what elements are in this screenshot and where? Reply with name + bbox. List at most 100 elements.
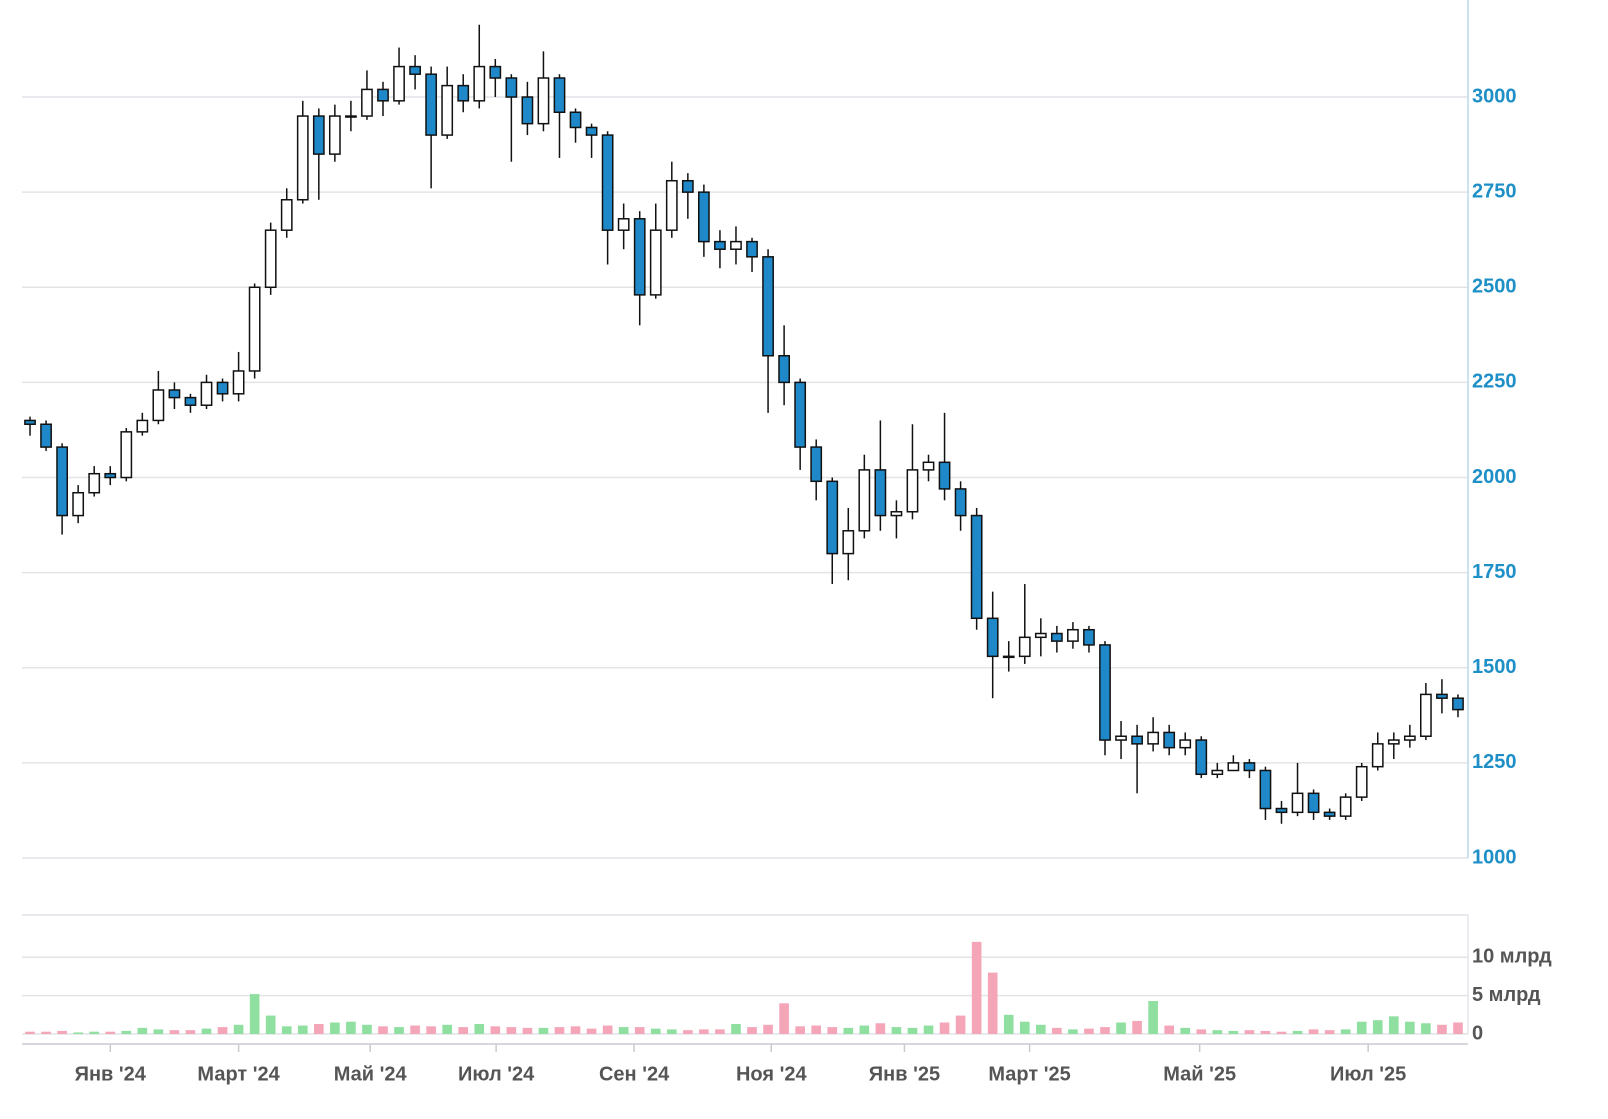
- volume-bar: [1437, 1024, 1447, 1034]
- volume-bar: [1276, 1031, 1287, 1034]
- volume-bar: [474, 1024, 485, 1034]
- volume-bar: [330, 1022, 340, 1034]
- candle-body: [1259, 769, 1272, 810]
- candle-body: [1339, 796, 1352, 817]
- volume-bar: [1100, 1027, 1110, 1034]
- candle-body: [890, 511, 903, 517]
- volume-bar: [795, 1026, 805, 1034]
- volume-bar: [458, 1027, 469, 1034]
- candle-body: [1403, 735, 1416, 741]
- volume-bar: [1164, 1025, 1174, 1034]
- volume-bar: [410, 1025, 420, 1034]
- volume-bar: [859, 1025, 870, 1034]
- candle-body: [906, 469, 919, 513]
- volume-bar: [249, 994, 260, 1034]
- candle-body: [698, 191, 710, 243]
- candle-body: [1195, 739, 1208, 776]
- x-tick-label: Июл '25: [1330, 1063, 1406, 1085]
- x-tick-label: Март '25: [988, 1063, 1070, 1085]
- volume-bar: [506, 1027, 517, 1034]
- candle-body: [40, 423, 52, 448]
- x-tick-label: Июл '24: [458, 1063, 535, 1085]
- candle-body: [665, 179, 678, 231]
- candle-body: [473, 65, 486, 102]
- candle-body: [858, 469, 871, 532]
- volume-bar: [699, 1029, 709, 1034]
- volume-bar: [1068, 1029, 1078, 1034]
- volume-bar: [57, 1030, 67, 1034]
- candle-body: [521, 96, 534, 125]
- candle-body: [778, 355, 790, 384]
- volume-bar: [217, 1027, 228, 1034]
- candle-body: [1227, 762, 1240, 772]
- volume-bar: [1019, 1021, 1030, 1034]
- volume-bar: [843, 1027, 854, 1034]
- volume-bar: [281, 1026, 292, 1034]
- volume-bar: [1196, 1029, 1207, 1034]
- volume-bar: [394, 1027, 404, 1034]
- candle-body: [1002, 655, 1015, 659]
- candle-body: [874, 469, 887, 517]
- volume-bar: [779, 1003, 789, 1034]
- candle-body: [264, 229, 277, 289]
- candle-body: [56, 446, 68, 517]
- candle-body: [393, 65, 405, 102]
- candle-body: [1050, 632, 1063, 642]
- volume-bar: [490, 1026, 501, 1034]
- candle-body: [1018, 636, 1031, 658]
- volume-bar: [618, 1027, 629, 1034]
- volume-bar: [1324, 1030, 1335, 1034]
- candle-body: [569, 111, 582, 129]
- candle-body: [1452, 697, 1464, 711]
- candle-body: [136, 419, 149, 433]
- candle-body: [152, 389, 165, 422]
- candle-body: [746, 240, 758, 258]
- volume-bar: [955, 1015, 966, 1034]
- candle-body: [168, 389, 181, 399]
- volume-bar: [362, 1024, 372, 1034]
- volume-bar: [1292, 1030, 1303, 1034]
- candle-body: [1436, 693, 1448, 699]
- candle-body: [1323, 811, 1336, 817]
- candle-body: [1371, 743, 1384, 768]
- volume-bar: [153, 1029, 164, 1034]
- volume-bar: [426, 1026, 436, 1034]
- y-tick-label: 3000: [1472, 85, 1517, 107]
- volume-bar: [763, 1024, 773, 1034]
- candle-body: [88, 472, 101, 494]
- candle-body: [649, 229, 662, 296]
- candle-body: [377, 88, 389, 102]
- volume-bar: [1453, 1022, 1463, 1034]
- candle-body: [104, 472, 117, 479]
- candle-body: [1243, 762, 1256, 772]
- volume-bar: [105, 1031, 116, 1034]
- candle-body: [1163, 731, 1176, 749]
- volume-bar: [1421, 1023, 1431, 1034]
- y-tick-label: 1750: [1472, 561, 1517, 583]
- volume-bar: [971, 941, 982, 1034]
- x-tick-label: Март '24: [197, 1063, 280, 1085]
- volume-bar: [1388, 1016, 1399, 1034]
- candle-body: [986, 617, 999, 658]
- candle-body: [120, 431, 133, 479]
- volume-bar: [1356, 1021, 1367, 1034]
- candle-body: [954, 488, 967, 517]
- volume-bar: [634, 1027, 645, 1034]
- candle-body: [762, 256, 774, 357]
- candle-body: [361, 88, 373, 117]
- candle-body: [1034, 632, 1047, 639]
- volume-bar: [875, 1023, 886, 1034]
- volume-bar: [169, 1030, 180, 1034]
- volume-bar: [1132, 1020, 1142, 1034]
- volume-bar: [747, 1027, 757, 1034]
- volume-bar: [1180, 1027, 1191, 1034]
- volume-bar: [1228, 1030, 1239, 1034]
- candle-body: [1275, 807, 1288, 814]
- x-tick-label: Сен '24: [599, 1063, 670, 1085]
- candle-body: [1291, 792, 1304, 814]
- volume-bar: [314, 1024, 324, 1034]
- x-tick-label: Май '24: [334, 1063, 408, 1085]
- candle-body: [794, 381, 807, 448]
- candle-body: [826, 480, 839, 555]
